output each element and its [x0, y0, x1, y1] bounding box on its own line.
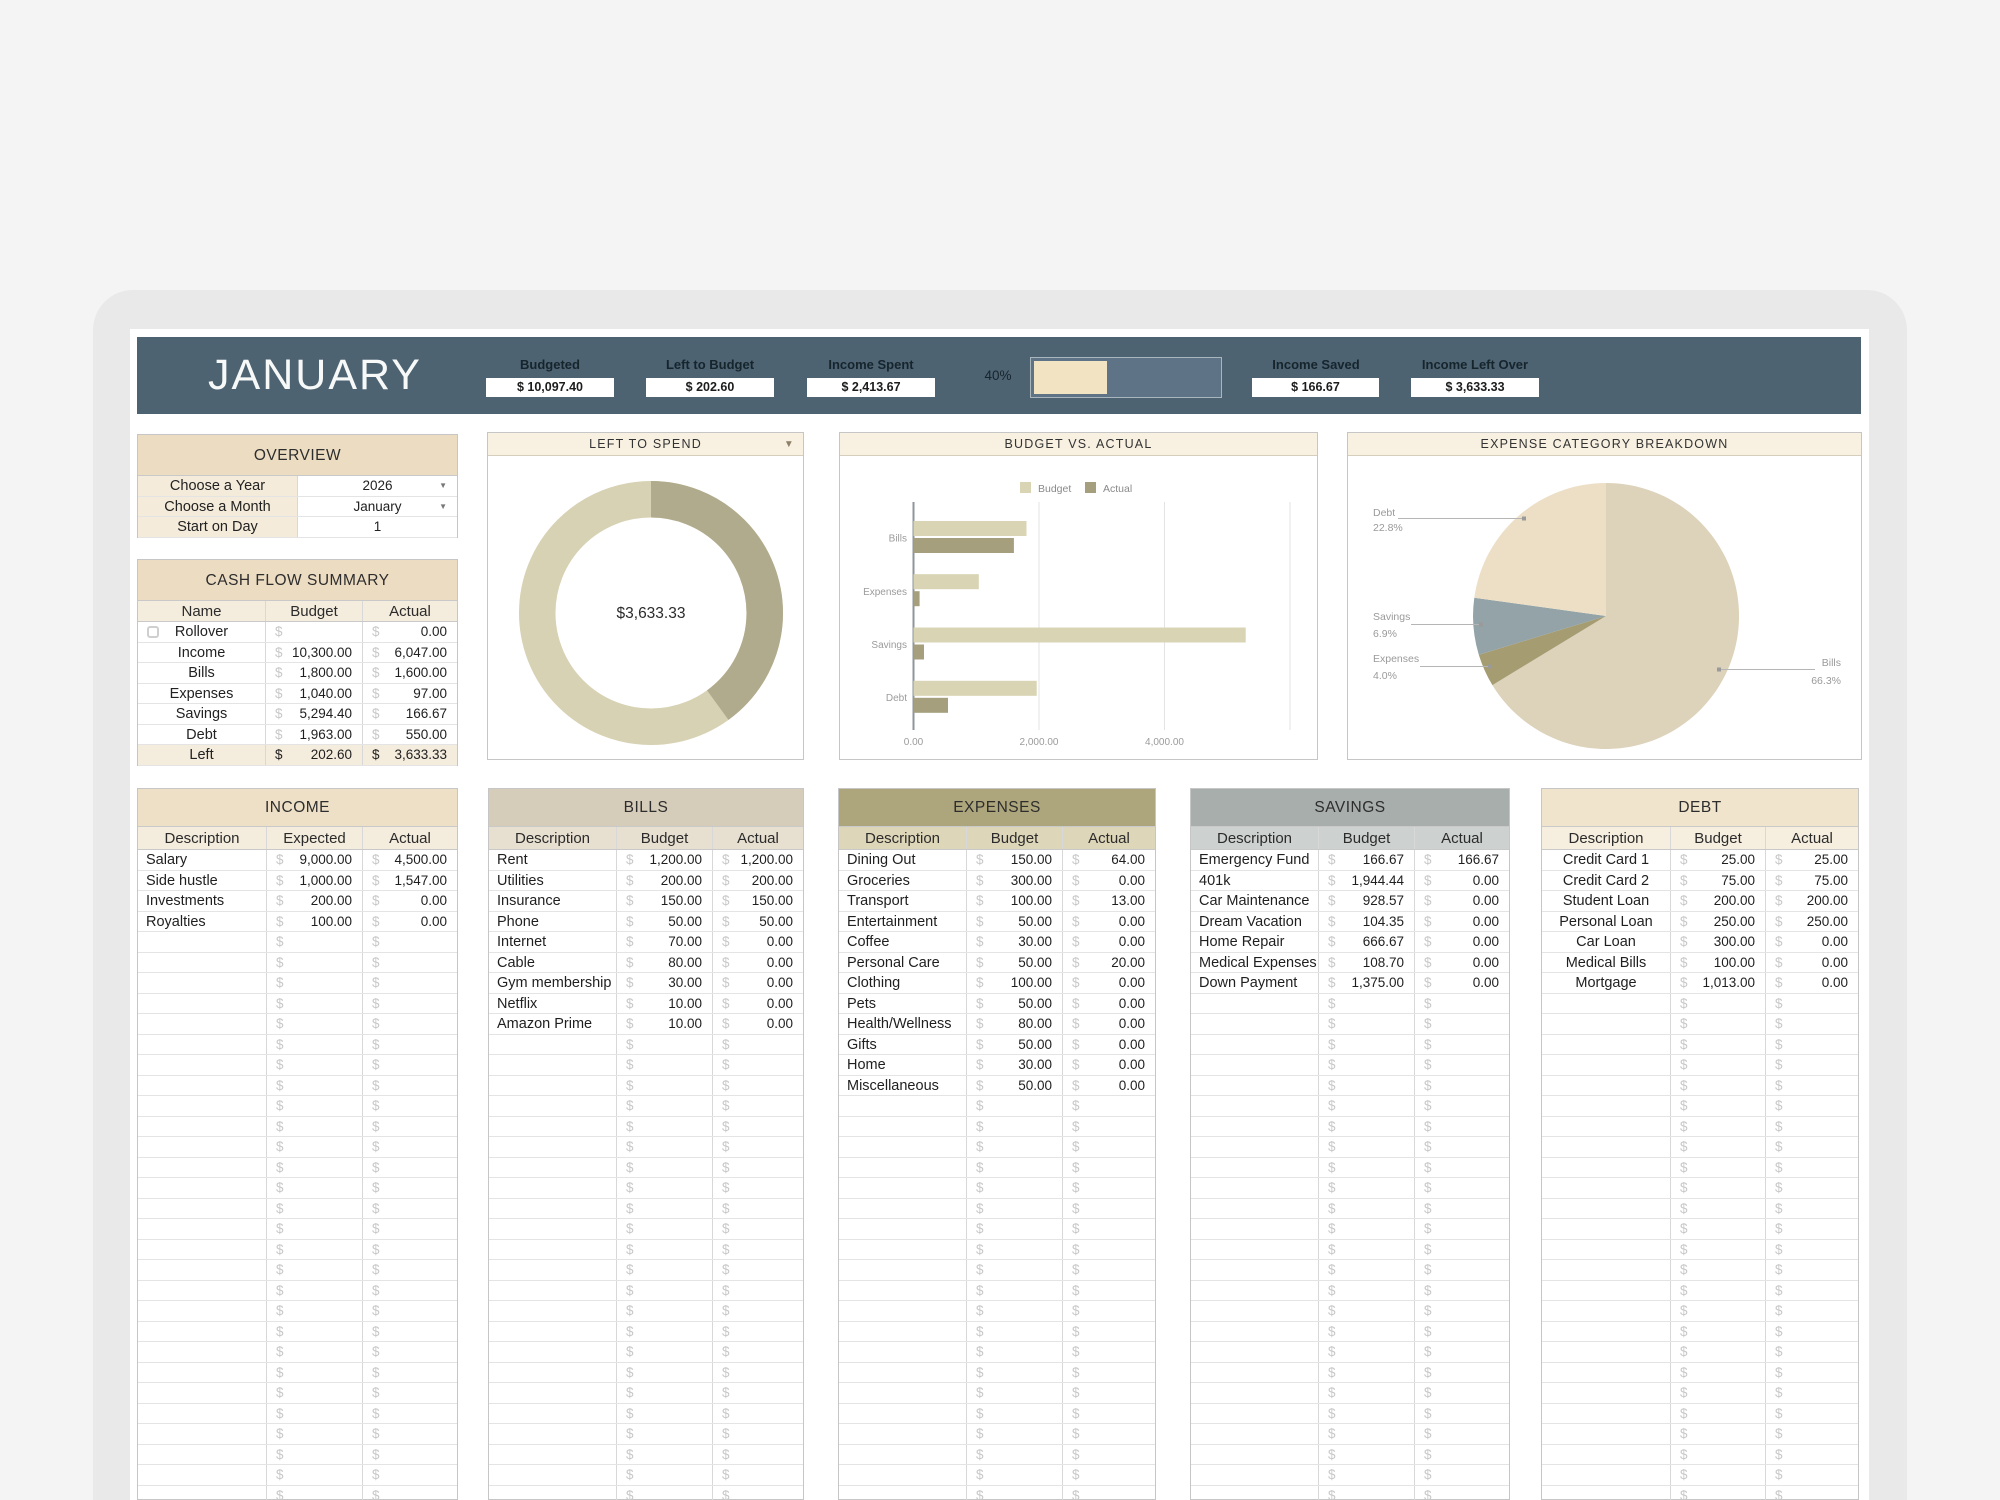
svg-text:4,000.00: 4,000.00: [1145, 737, 1184, 748]
svg-text:Actual: Actual: [1103, 483, 1132, 495]
svg-text:2,000.00: 2,000.00: [1020, 737, 1059, 748]
svg-text:Bills: Bills: [889, 534, 907, 545]
svg-text:Budget: Budget: [1038, 483, 1071, 495]
svg-text:Savings: Savings: [1373, 611, 1410, 623]
svg-text:4.0%: 4.0%: [1373, 670, 1397, 682]
svg-text:0.00: 0.00: [904, 737, 924, 748]
svg-text:6.9%: 6.9%: [1373, 628, 1397, 640]
svg-text:Expenses: Expenses: [1373, 653, 1419, 665]
svg-text:66.3%: 66.3%: [1811, 675, 1841, 687]
svg-text:Debt: Debt: [886, 693, 907, 704]
svg-text:22.8%: 22.8%: [1373, 522, 1403, 534]
svg-text:$3,633.33: $3,633.33: [617, 605, 686, 622]
svg-text:Expenses: Expenses: [863, 587, 907, 598]
svg-text:Bills: Bills: [1822, 657, 1841, 669]
svg-text:Debt: Debt: [1373, 507, 1395, 519]
svg-text:Savings: Savings: [871, 640, 907, 651]
